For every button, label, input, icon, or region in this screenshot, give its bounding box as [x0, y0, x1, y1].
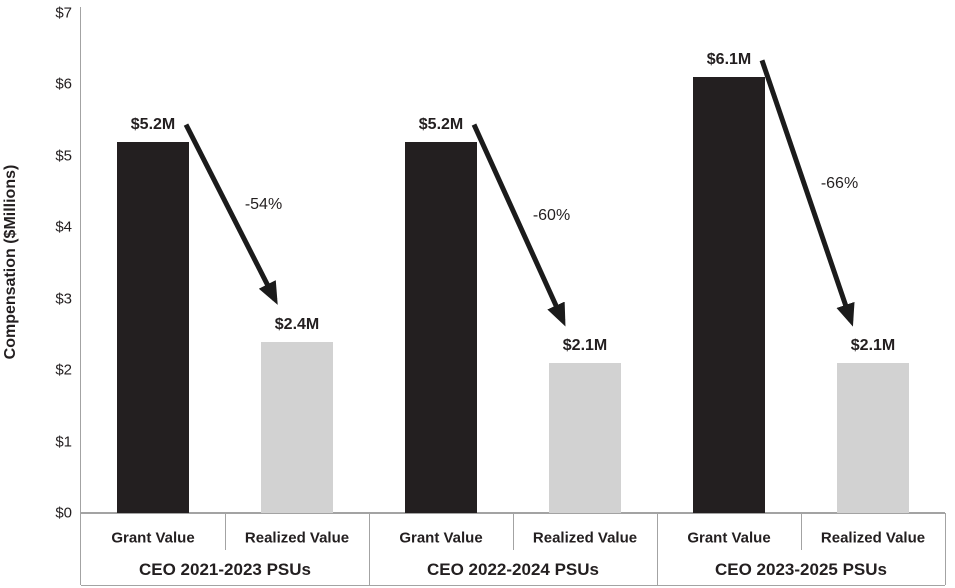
bar-grant-value	[693, 77, 765, 513]
category-label-grant: Grant Value	[111, 529, 195, 547]
realized-value-label: $2.4M	[274, 315, 320, 333]
axis-band-bottom-line	[81, 585, 945, 586]
y-tick-label: $0	[55, 504, 72, 522]
percent-change-label: -60%	[532, 206, 571, 224]
category-separator-line	[801, 513, 802, 550]
percent-change-label: -66%	[820, 174, 859, 192]
group-separator-line	[369, 513, 370, 585]
grant-value-label: $5.2M	[418, 115, 464, 133]
category-separator-line	[225, 513, 226, 550]
y-tick-label: $4	[55, 218, 72, 236]
group-label: CEO 2021-2023 PSUs	[139, 560, 311, 579]
y-tick-label: $7	[55, 4, 72, 22]
y-axis-title: Compensation ($Millions)	[2, 164, 19, 360]
group-separator-line	[657, 513, 658, 585]
y-axis-line	[80, 7, 81, 585]
percent-change-label: -54%	[244, 196, 283, 214]
realized-value-label: $2.1M	[850, 337, 896, 354]
group-label: CEO 2022-2024 PSUs	[427, 560, 599, 579]
group-label: CEO 2023-2025 PSUs	[715, 560, 887, 579]
category-separator-line	[513, 513, 514, 550]
bar-realized-value	[261, 341, 333, 513]
category-label-grant: Grant Value	[687, 529, 771, 547]
bar-grant-value	[405, 141, 477, 513]
axis-band-right-line	[945, 513, 946, 585]
y-tick-label: $5	[55, 147, 72, 165]
bar-realized-value	[549, 363, 621, 513]
bar-realized-value	[837, 363, 909, 513]
grant-value-label: $6.1M	[706, 51, 752, 69]
y-tick-label: $3	[55, 290, 72, 308]
y-tick-label: $6	[55, 75, 72, 93]
category-label-realized: Realized Value	[820, 529, 926, 547]
category-label-grant: Grant Value	[399, 529, 483, 547]
bar-grant-value	[117, 141, 189, 513]
grant-value-label: $5.2M	[130, 115, 176, 133]
category-label-realized: Realized Value	[532, 529, 638, 547]
category-label-realized: Realized Value	[244, 529, 350, 547]
realized-value-label: $2.1M	[562, 337, 608, 354]
y-tick-label: $1	[55, 433, 72, 451]
y-tick-label: $2	[55, 361, 72, 379]
